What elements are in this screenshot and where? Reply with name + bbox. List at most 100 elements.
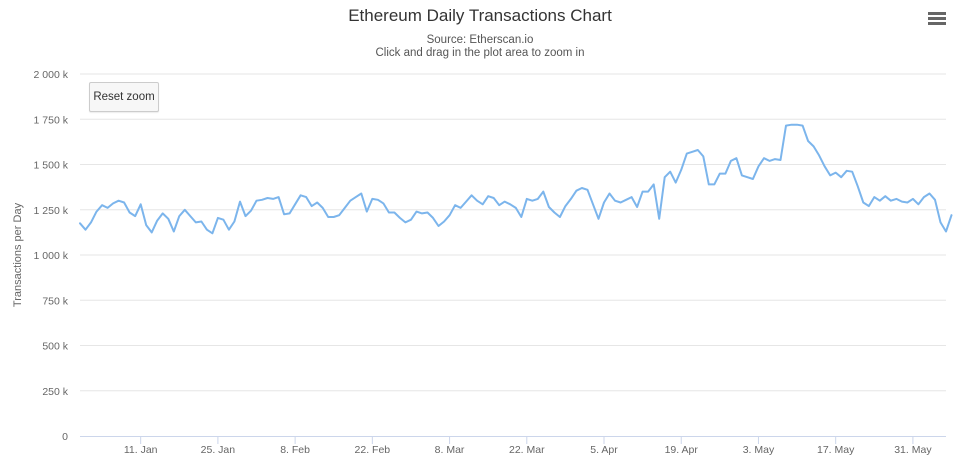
data-point[interactable]: [751, 177, 755, 181]
data-point[interactable]: [503, 200, 507, 204]
data-point[interactable]: [696, 148, 700, 152]
data-point[interactable]: [492, 196, 496, 200]
data-point[interactable]: [630, 195, 634, 199]
data-point[interactable]: [409, 218, 413, 222]
data-point[interactable]: [365, 210, 369, 214]
data-point[interactable]: [839, 175, 843, 179]
reset-zoom-button[interactable]: Reset zoom: [89, 82, 159, 112]
series-group[interactable]: [78, 123, 954, 236]
data-point[interactable]: [674, 181, 678, 185]
data-point[interactable]: [188, 214, 192, 218]
data-point[interactable]: [801, 124, 805, 128]
data-point[interactable]: [398, 216, 402, 220]
data-point[interactable]: [255, 199, 259, 203]
data-point[interactable]: [78, 221, 82, 225]
data-point[interactable]: [453, 203, 457, 207]
data-point[interactable]: [790, 123, 794, 127]
data-point[interactable]: [613, 199, 617, 203]
data-point[interactable]: [657, 217, 661, 221]
data-point[interactable]: [597, 217, 601, 221]
data-point[interactable]: [144, 223, 148, 227]
data-point[interactable]: [712, 182, 716, 186]
data-point[interactable]: [128, 211, 132, 215]
data-point[interactable]: [823, 164, 827, 168]
data-point[interactable]: [812, 144, 816, 148]
data-point[interactable]: [183, 208, 187, 212]
data-point[interactable]: [519, 215, 523, 219]
data-point[interactable]: [84, 228, 88, 232]
data-point[interactable]: [845, 169, 849, 173]
data-point[interactable]: [470, 193, 474, 197]
data-point[interactable]: [574, 189, 578, 193]
data-point[interactable]: [216, 216, 220, 220]
data-point[interactable]: [745, 175, 749, 179]
data-point[interactable]: [867, 204, 871, 208]
data-point[interactable]: [497, 203, 501, 207]
data-point[interactable]: [426, 211, 430, 215]
data-point[interactable]: [856, 184, 860, 188]
data-point[interactable]: [95, 210, 99, 214]
data-point[interactable]: [779, 158, 783, 162]
data-point[interactable]: [387, 211, 391, 215]
data-point[interactable]: [922, 195, 926, 199]
data-point[interactable]: [635, 205, 639, 209]
data-point[interactable]: [139, 202, 143, 206]
data-point[interactable]: [210, 231, 214, 235]
data-point[interactable]: [459, 206, 463, 210]
data-point[interactable]: [161, 211, 165, 215]
data-point[interactable]: [155, 219, 159, 223]
data-point[interactable]: [199, 220, 203, 224]
data-point[interactable]: [106, 206, 110, 210]
data-point[interactable]: [541, 190, 545, 194]
data-point[interactable]: [299, 193, 303, 197]
data-point[interactable]: [514, 206, 518, 210]
data-point[interactable]: [415, 210, 419, 214]
data-point[interactable]: [150, 230, 154, 234]
data-point[interactable]: [591, 202, 595, 206]
data-point[interactable]: [448, 213, 452, 217]
data-point[interactable]: [707, 182, 711, 186]
data-point[interactable]: [834, 171, 838, 175]
data-point[interactable]: [111, 201, 115, 205]
data-point[interactable]: [238, 200, 242, 204]
data-point[interactable]: [464, 200, 468, 204]
data-point[interactable]: [205, 228, 209, 232]
data-point[interactable]: [321, 206, 325, 210]
data-point[interactable]: [723, 172, 727, 176]
data-point[interactable]: [563, 204, 567, 208]
data-point[interactable]: [326, 215, 330, 219]
data-point[interactable]: [486, 194, 490, 198]
data-point[interactable]: [872, 195, 876, 199]
data-point[interactable]: [431, 216, 435, 220]
data-point[interactable]: [861, 201, 865, 205]
data-point[interactable]: [172, 230, 176, 234]
data-point[interactable]: [806, 139, 810, 143]
data-point[interactable]: [586, 188, 590, 192]
data-point[interactable]: [249, 209, 253, 213]
data-point[interactable]: [310, 204, 314, 208]
data-point[interactable]: [194, 220, 198, 224]
data-point[interactable]: [271, 197, 275, 201]
data-point[interactable]: [608, 192, 612, 196]
data-point[interactable]: [481, 202, 485, 206]
data-point[interactable]: [883, 194, 887, 198]
data-point[interactable]: [652, 182, 656, 186]
data-point[interactable]: [928, 192, 932, 196]
data-point[interactable]: [392, 211, 396, 215]
data-point[interactable]: [552, 211, 556, 215]
data-point[interactable]: [668, 170, 672, 174]
data-point[interactable]: [315, 201, 319, 205]
data-point[interactable]: [641, 190, 645, 194]
data-point[interactable]: [343, 206, 347, 210]
data-point[interactable]: [762, 156, 766, 160]
data-point[interactable]: [685, 152, 689, 156]
data-point[interactable]: [850, 170, 854, 174]
data-point[interactable]: [266, 196, 270, 200]
data-point[interactable]: [354, 195, 358, 199]
data-point[interactable]: [177, 214, 181, 218]
data-point[interactable]: [420, 211, 424, 215]
data-point[interactable]: [795, 123, 799, 127]
data-point[interactable]: [690, 150, 694, 154]
data-point[interactable]: [734, 156, 738, 160]
data-point[interactable]: [757, 164, 761, 168]
